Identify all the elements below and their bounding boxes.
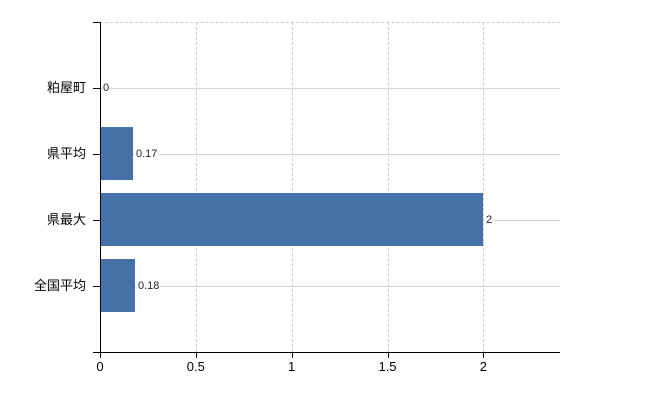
y-axis-line (100, 22, 101, 352)
category-label: 全国平均 (33, 278, 86, 293)
x-gridline (291, 22, 293, 352)
x-axis-line (93, 352, 560, 353)
x-tick-label: 1 (288, 359, 296, 374)
plot-top-border (100, 22, 560, 23)
x-axis-tick (100, 352, 101, 358)
y-axis-top-tick (93, 22, 100, 23)
y-axis-tick (93, 154, 100, 155)
category-label: 県最大 (46, 212, 86, 227)
bar (100, 259, 135, 312)
category-label: 県平均 (46, 146, 86, 161)
bar-value-label: 0.17 (135, 147, 159, 161)
category-gridline (100, 154, 560, 155)
x-tick-label: 2 (479, 359, 487, 374)
bar (100, 193, 483, 246)
x-gridline (195, 22, 197, 352)
category-gridline (100, 286, 560, 287)
x-axis-tick (483, 352, 485, 358)
x-axis-tick (195, 352, 197, 358)
x-tick-label: 0 (96, 359, 104, 374)
x-axis-tick (387, 352, 389, 358)
x-gridline (483, 22, 485, 352)
y-axis-tick (93, 220, 100, 221)
y-axis-tick (93, 286, 100, 287)
bar (100, 127, 133, 180)
x-tick-label: 1.5 (378, 359, 397, 374)
y-axis-tick (93, 88, 100, 89)
bar-value-label: 0 (102, 81, 111, 95)
category-gridline (100, 88, 560, 89)
bar-value-label: 2 (485, 213, 494, 227)
x-axis-tick (291, 352, 293, 358)
bar-value-label: 0.18 (137, 279, 161, 293)
x-tick-label: 0.5 (186, 359, 205, 374)
x-gridline (387, 22, 389, 352)
category-label: 粕屋町 (46, 80, 86, 95)
